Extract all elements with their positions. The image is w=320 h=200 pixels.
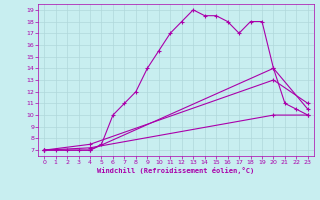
X-axis label: Windchill (Refroidissement éolien,°C): Windchill (Refroidissement éolien,°C) — [97, 167, 255, 174]
